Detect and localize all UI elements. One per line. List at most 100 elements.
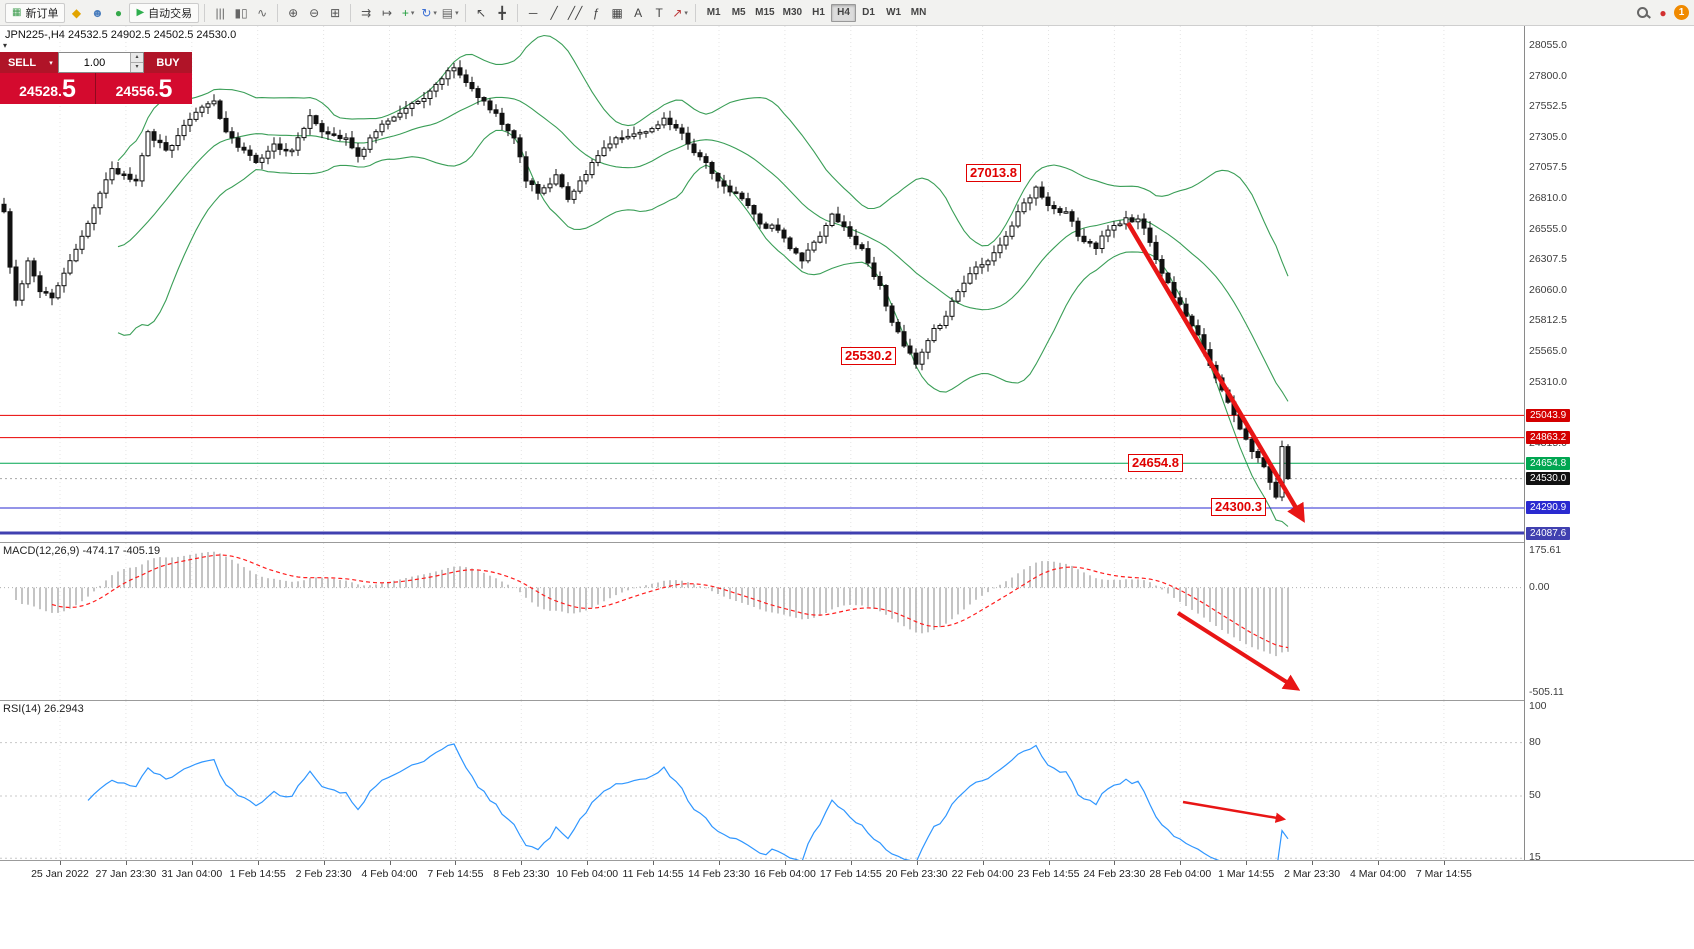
main-chart-svg[interactable]	[0, 26, 1524, 542]
time-tick	[1312, 861, 1314, 865]
buy-price-button[interactable]: 24556. 5	[96, 73, 192, 104]
period-icon[interactable]: ↻ ▾	[419, 3, 439, 22]
rsi-axis-label: 80	[1529, 735, 1541, 748]
new-order-icon: ▦	[12, 7, 22, 18]
alert-icon[interactable]: ●	[1653, 3, 1673, 22]
trend-arrow[interactable]	[1176, 611, 1301, 691]
rsi-svg[interactable]	[0, 701, 1524, 860]
chart-shift-icon[interactable]: ↦	[377, 3, 397, 22]
toolbar-separator	[695, 3, 697, 22]
autotrading-button-label: 自动交易	[148, 7, 193, 20]
horizontal-lines[interactable]	[0, 414, 1524, 535]
time-axis-label: 25 Jan 2022	[31, 868, 89, 880]
profile-icon[interactable]: ☻	[87, 3, 107, 22]
time-axis-label: 7 Feb 14:55	[427, 868, 484, 880]
toolbar-separator	[517, 3, 519, 22]
time-axis-label: 4 Feb 04:00	[361, 868, 418, 880]
one-click-menu-dropdown[interactable]: ▾	[44, 52, 58, 73]
autotrading-button[interactable]: ▶ 自动交易	[129, 2, 200, 23]
auto-scroll-icon[interactable]: ⇉	[356, 3, 376, 22]
buy-price: 24556.	[115, 83, 159, 99]
price-annotation[interactable]: 24300.3	[1211, 497, 1266, 516]
main-chart[interactable]: JPN225-,H4 24532.5 24902.5 24502.5 24530…	[0, 26, 1524, 542]
macd-svg[interactable]	[0, 543, 1524, 700]
time-tick	[521, 861, 523, 865]
time-axis-label: 2 Feb 23:30	[295, 868, 352, 880]
buy-button[interactable]: BUY	[144, 52, 192, 73]
trendline-icon[interactable]: ╱	[544, 3, 564, 22]
channel-icon[interactable]: ╱╱	[565, 3, 585, 22]
rsi-axis-label: 15	[1529, 851, 1541, 864]
panel-collapse-icon[interactable]: ▾	[3, 41, 8, 50]
timeframe-group: M1 M5 M15 M30 H1 H4 D1 W1 MN	[701, 3, 931, 22]
hline-icon[interactable]: ─	[523, 3, 543, 22]
template-icon[interactable]: ▤ ▾	[440, 3, 460, 22]
time-axis-label: 17 Feb 14:55	[819, 868, 882, 880]
candlesticks[interactable]	[1, 60, 1291, 502]
price-axis-label: 25310.0	[1529, 376, 1567, 389]
price-annotation[interactable]: 27013.8	[966, 164, 1021, 183]
price-annotation[interactable]: 24654.8	[1128, 454, 1183, 473]
time-axis-label: 24 Feb 23:30	[1083, 868, 1146, 880]
arrows-icon[interactable]: ↗ ▾	[670, 3, 690, 22]
new-order-button[interactable]: ▦ 新订单	[5, 2, 66, 23]
time-axis-label: 16 Feb 04:00	[753, 868, 816, 880]
toolbar-separator	[204, 3, 206, 22]
timeframe-button-m15[interactable]: M15	[755, 7, 775, 18]
tile-windows-icon[interactable]: ⊞	[325, 3, 345, 22]
zoom-in-icon-glyph: ⊕	[288, 5, 299, 20]
timeframe-button-m5[interactable]: M5	[731, 7, 746, 18]
line-chart-icon[interactable]: ∿	[252, 3, 272, 22]
fibonacci-icon[interactable]: ƒ	[586, 3, 606, 22]
zoom-out-icon[interactable]: ⊖	[304, 3, 324, 22]
time-tick	[1443, 861, 1445, 865]
candles-chart-icon[interactable]: ▮▯	[231, 3, 251, 22]
timeframe-button-mn[interactable]: MN	[910, 7, 927, 18]
volume-field: ▴ ▾	[58, 52, 144, 73]
new-chart-icon[interactable]: + ▾	[398, 3, 418, 22]
price-scale[interactable]: 28055.0 27800.0 27552.5 27305.0 27057.5 26810…	[1524, 26, 1694, 863]
trend-arrow[interactable]	[1182, 800, 1287, 823]
volume-increase-button[interactable]: ▴	[131, 53, 143, 63]
bars-chart-icon[interactable]: |||	[210, 3, 230, 22]
label-icon[interactable]: T	[649, 3, 669, 22]
text-icon[interactable]: A	[628, 3, 648, 22]
time-axis-label: 1 Feb 14:55	[229, 868, 286, 880]
price-axis-label: 28055.0	[1529, 38, 1567, 51]
timeframe-button-h4[interactable]: H4	[831, 3, 857, 22]
sell-button[interactable]: SELL	[0, 52, 44, 73]
time-axis-label: 1 Mar 14:55	[1218, 868, 1275, 880]
timeframe-button-d1[interactable]: D1	[862, 7, 875, 18]
shapes-icon[interactable]: ▦	[607, 3, 627, 22]
time-axis-label: 7 Mar 14:55	[1415, 868, 1472, 880]
volume-decrease-button[interactable]: ▾	[131, 63, 143, 72]
timeframe-button-m30[interactable]: M30	[782, 7, 803, 18]
hline-icon-glyph: ─	[528, 5, 538, 20]
timeframe-button-w1[interactable]: W1	[886, 7, 902, 18]
notification-badge[interactable]: 1	[1674, 5, 1689, 20]
text-icon-glyph: A	[634, 5, 643, 20]
timeframe-button-m1[interactable]: M1	[706, 7, 721, 18]
toolbar: ▦ 新订单 ◆ ☻ ● ▶ 自动交易 ||| ▮▯ ∿ ⊕ ⊖ ⊞ ⇉ ↦ + ▾ ↻ ▾ ▤ ▾ ↖ ╋ ─ ╱ ╱╱ ƒ ▦ A T ↗…	[0, 0, 1694, 26]
autotrading-play-icon: ▶	[136, 7, 145, 18]
chevron-down-icon: ▾	[455, 9, 459, 17]
sell-price-button[interactable]: 24528. 5	[0, 73, 96, 104]
rsi-panel[interactable]: RSI(14) 26.2943	[0, 700, 1524, 860]
crosshair-icon[interactable]: ╋	[492, 3, 512, 22]
search-icon[interactable]	[1632, 3, 1652, 22]
bars-chart-icon-glyph: |||	[215, 5, 225, 20]
connection-icon[interactable]: ●	[108, 3, 128, 22]
time-tick	[1048, 861, 1050, 865]
trend-arrow[interactable]	[1126, 221, 1305, 523]
timeframe-button-h1[interactable]: H1	[812, 7, 825, 18]
arrows-icon-glyph: ↗	[672, 5, 683, 20]
volume-input[interactable]	[59, 53, 130, 72]
macd-axis-label: -505.11	[1529, 685, 1564, 698]
zoom-in-icon[interactable]: ⊕	[283, 3, 303, 22]
time-axis[interactable]: 25 Jan 2022 27 Jan 23:30 31 Jan 04:00 1 Feb…	[0, 860, 1694, 888]
macd-panel[interactable]: MACD(12,26,9) -474.17 -405.19	[0, 542, 1524, 700]
metaeditor-icon[interactable]: ◆	[66, 3, 86, 22]
cursor-icon[interactable]: ↖	[471, 3, 491, 22]
price-tag: 24654.8	[1526, 456, 1571, 470]
price-annotation[interactable]: 25530.2	[841, 346, 896, 365]
